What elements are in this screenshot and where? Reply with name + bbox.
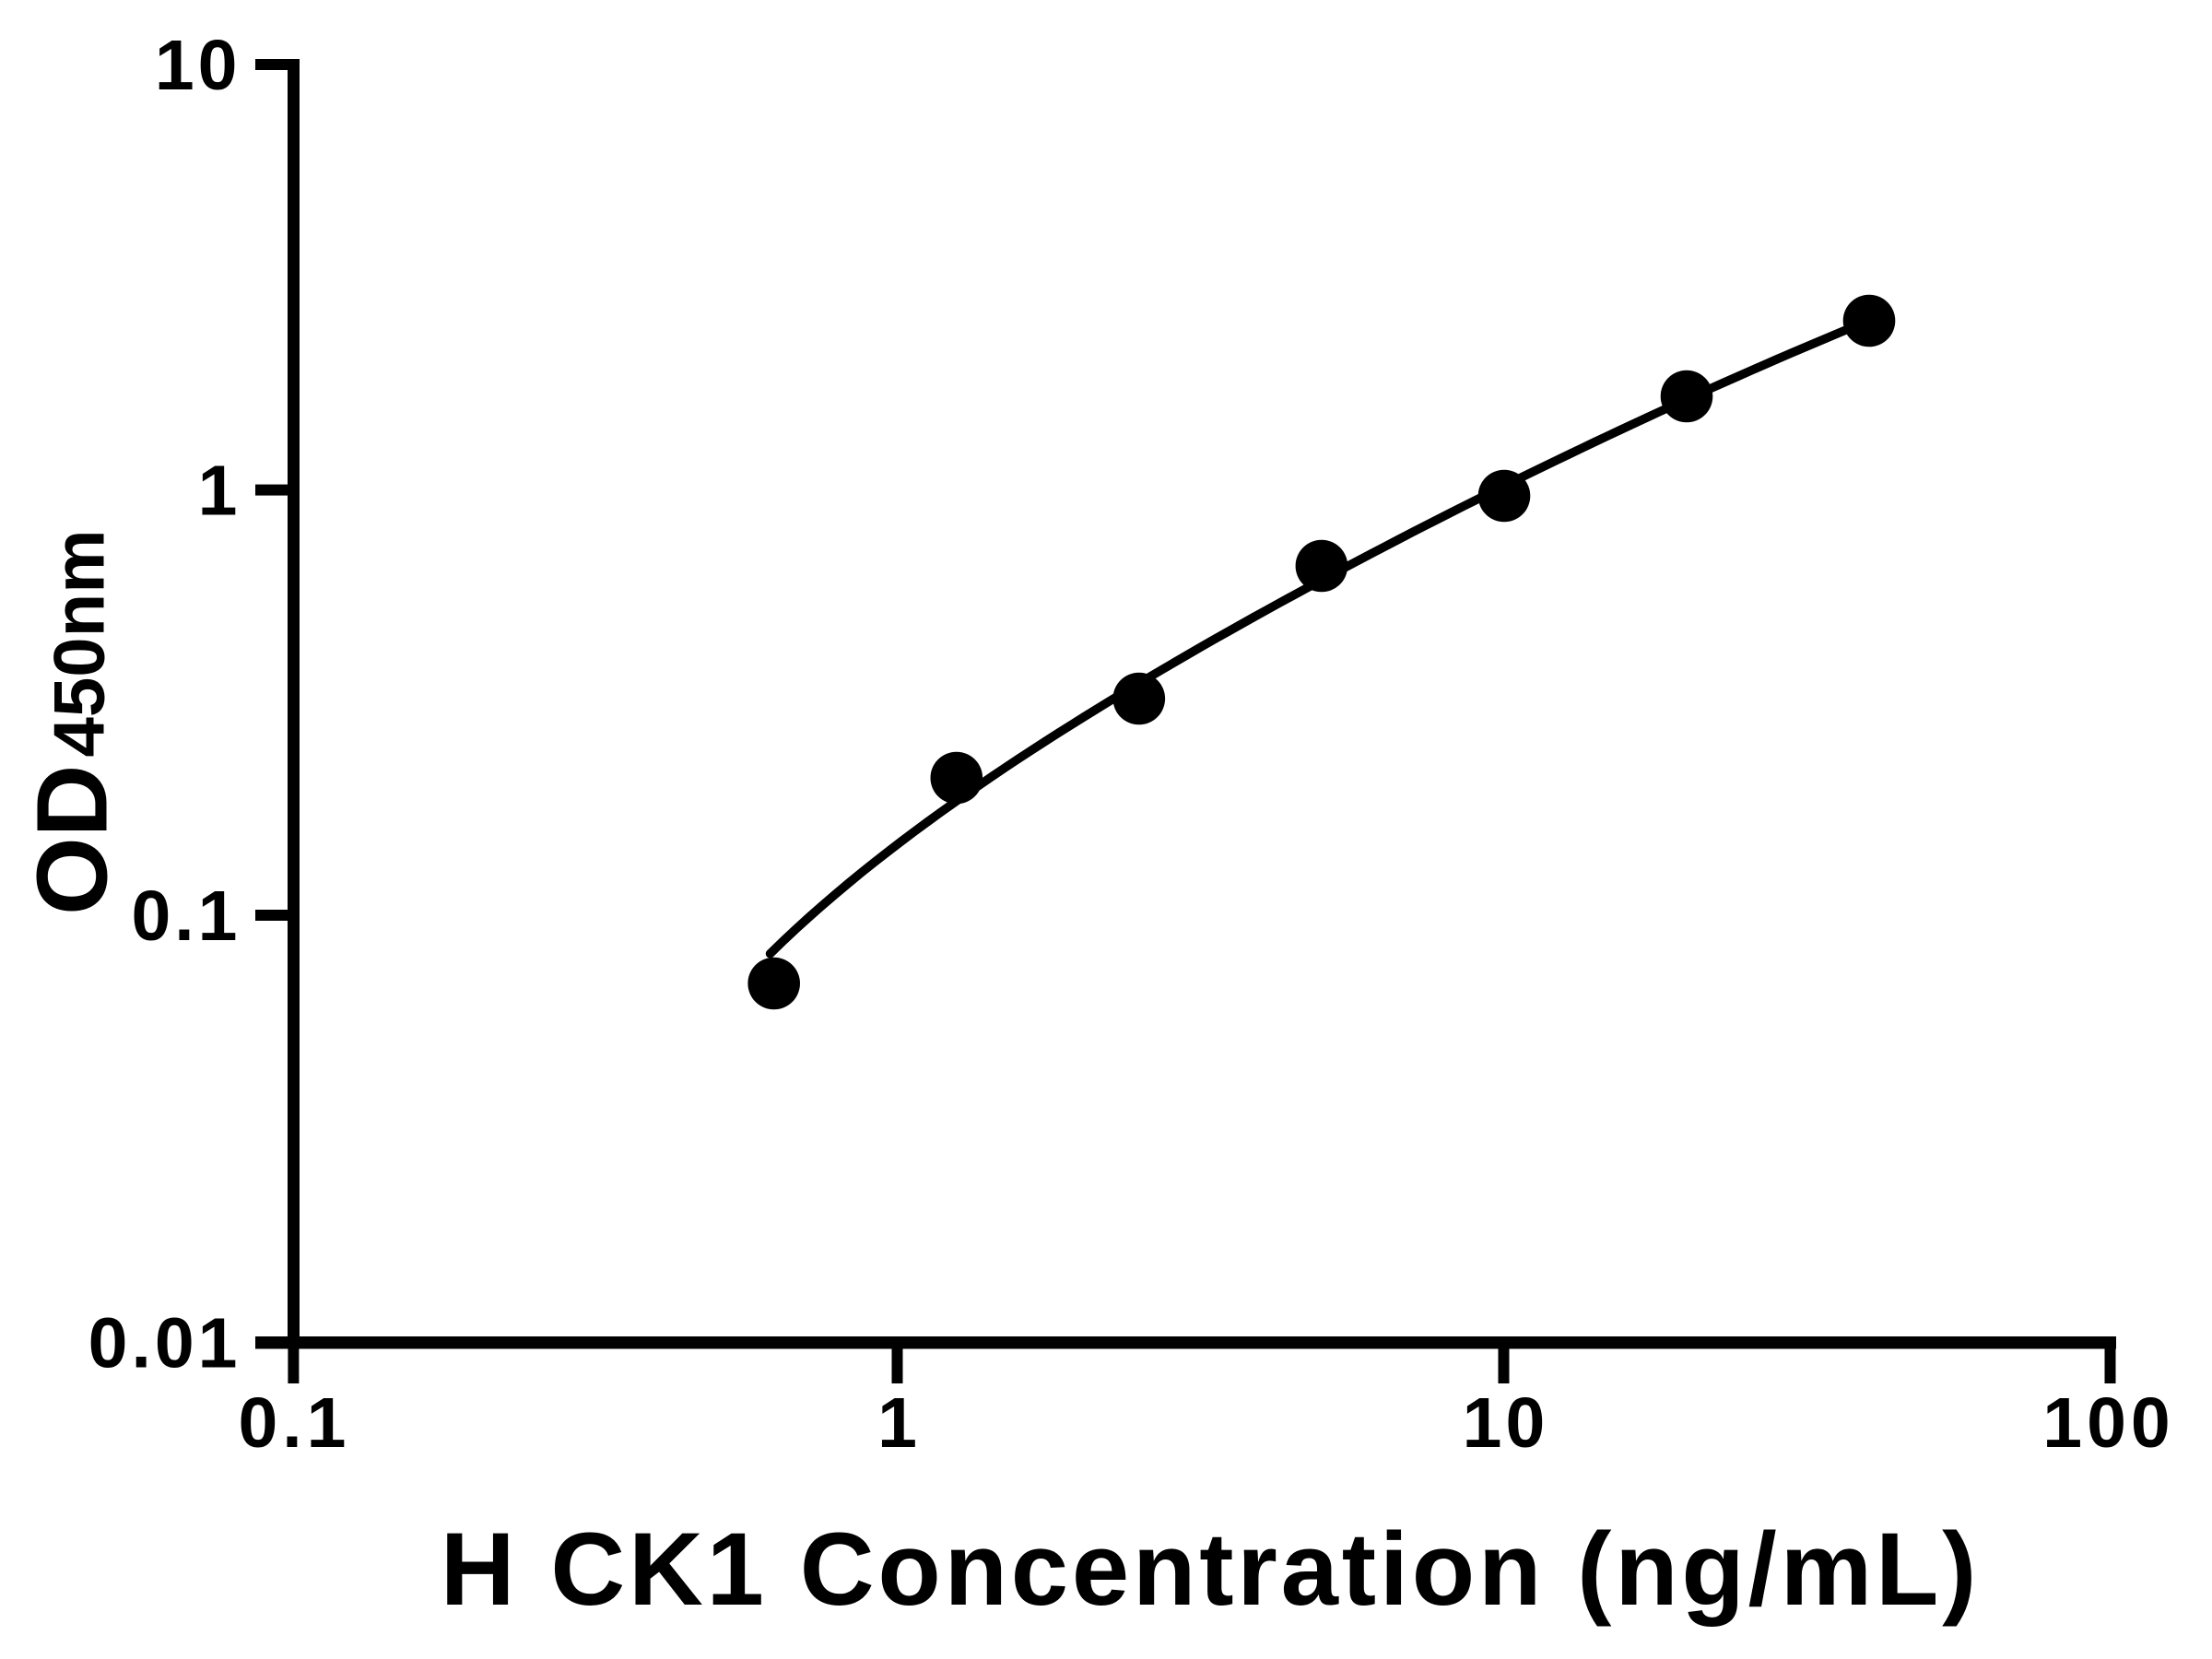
svg-text:10: 10 xyxy=(155,26,241,105)
svg-text:1: 1 xyxy=(877,1383,917,1463)
svg-text:10: 10 xyxy=(1463,1383,1549,1463)
svg-text:H CK1 Concentration (ng/mL): H CK1 Concentration (ng/mL) xyxy=(441,1512,1981,1627)
svg-text:1: 1 xyxy=(198,452,241,531)
svg-text:0.1: 0.1 xyxy=(238,1383,350,1463)
svg-text:100: 100 xyxy=(2042,1383,2174,1463)
svg-text:0.1: 0.1 xyxy=(131,877,241,956)
svg-text:0.01: 0.01 xyxy=(88,1304,241,1383)
